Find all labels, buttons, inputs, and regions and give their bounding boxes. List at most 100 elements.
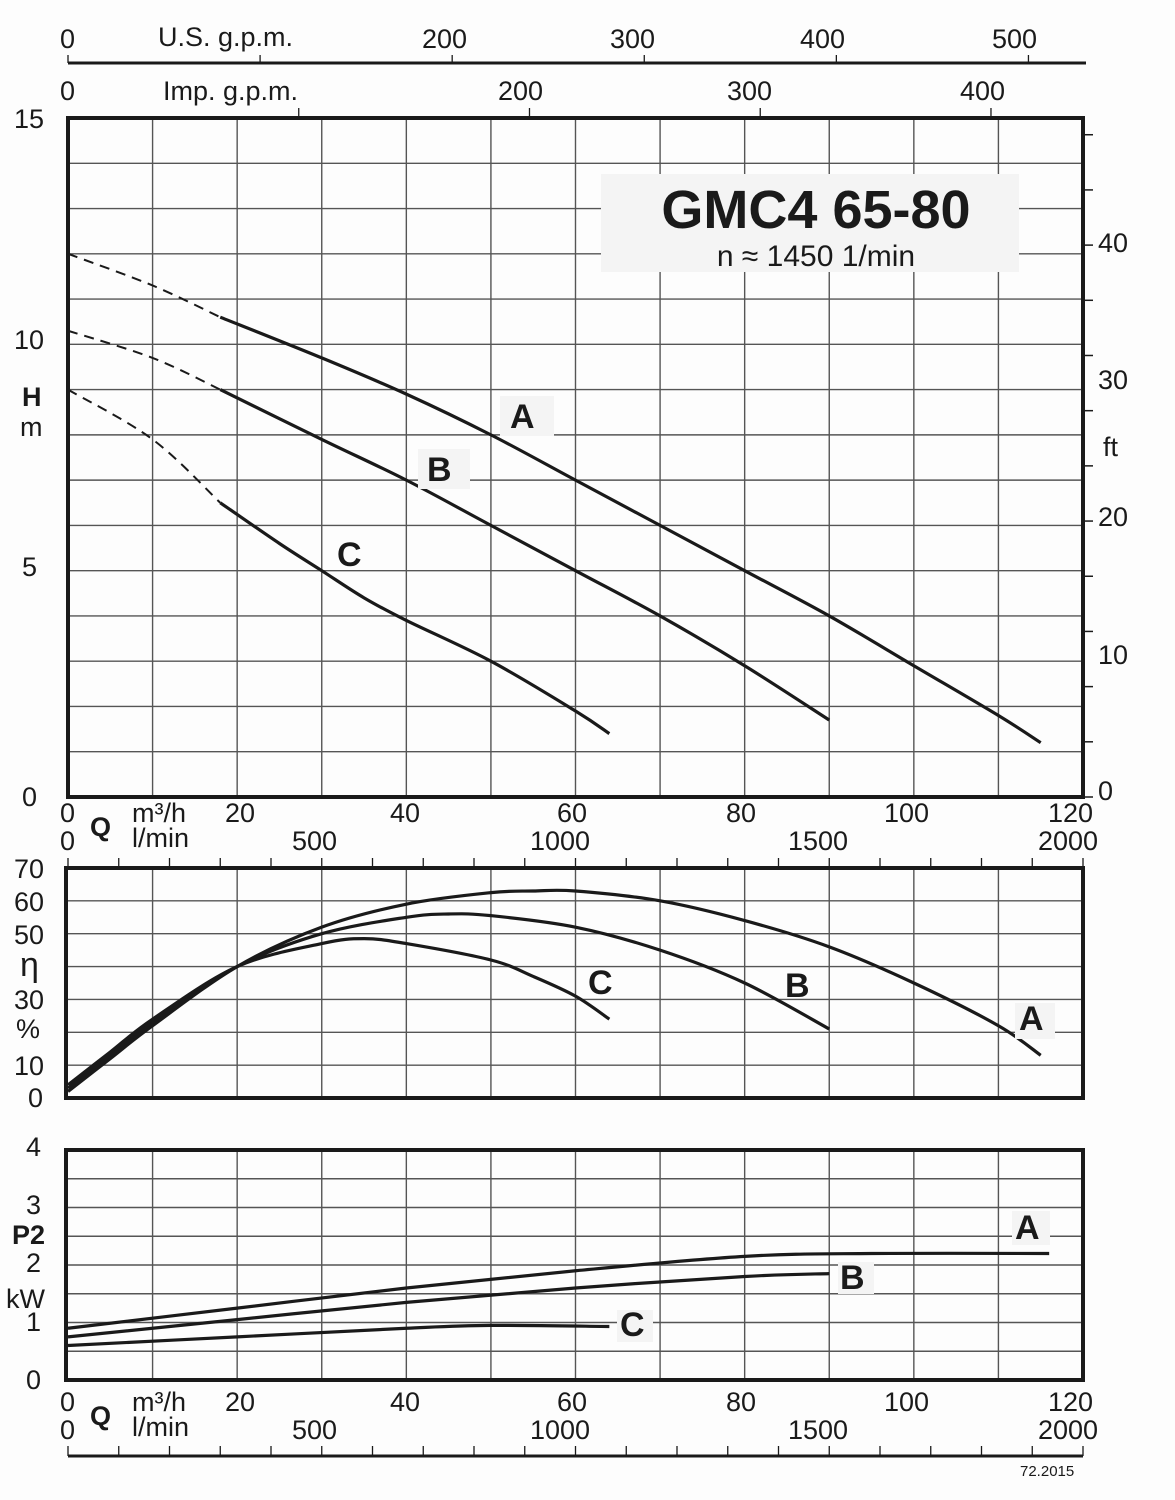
ft-label: ft xyxy=(1103,432,1119,462)
curve-b xyxy=(67,912,831,1090)
eff-tick-70: 70 xyxy=(14,854,44,884)
eff-tick-0: 0 xyxy=(28,1083,43,1113)
q-tick: 40 xyxy=(390,798,420,828)
q-lmin-tick: 0 xyxy=(60,1415,75,1445)
title-box xyxy=(601,174,1019,272)
us-gpm-label: U.S. g.p.m. xyxy=(158,22,293,52)
us-gpm-tick-400: 400 xyxy=(800,24,845,54)
q-lmin-tick: 1000 xyxy=(530,826,590,856)
ft-tick-20: 20 xyxy=(1098,502,1128,532)
q-symbol: Q xyxy=(90,1401,111,1431)
head-panel: 15 10 H m 5 0 40 30 ft 20 10 0 GMC4 65-8… xyxy=(14,104,1128,812)
power-tick-1: 1 xyxy=(26,1307,41,1337)
imp-gpm-label: Imp. g.p.m. xyxy=(163,76,298,106)
head-curve-label-b: B xyxy=(427,451,452,489)
eff-curve-label-a: A xyxy=(1019,1000,1044,1038)
eff-tick-50: 50 xyxy=(14,920,44,950)
ft-tick-10: 10 xyxy=(1098,640,1128,670)
us-gpm-tick-0: 0 xyxy=(60,24,75,54)
curve-b xyxy=(219,388,831,722)
q-tick: 80 xyxy=(726,1387,756,1417)
q-lmin-tick: 1500 xyxy=(788,826,848,856)
q-tick: 100 xyxy=(884,1387,929,1417)
efficiency-panel: 70 60 50 η 30 % 10 0 C B A xyxy=(14,854,1085,1113)
curve-a xyxy=(67,888,1042,1093)
q-lmin-tick: 1000 xyxy=(530,1415,590,1445)
q-tick: 40 xyxy=(390,1387,420,1417)
imp-gpm-tick-0: 0 xyxy=(60,76,75,106)
imp-gpm-tick-400: 400 xyxy=(960,76,1005,106)
head-unit: m xyxy=(20,412,43,442)
power-curve-label-c: C xyxy=(620,1306,645,1344)
us-gpm-tick-200: 200 xyxy=(422,24,467,54)
us-gpm-tick-300: 300 xyxy=(610,24,655,54)
q-lmin-tick: 500 xyxy=(292,826,337,856)
q-tick: 80 xyxy=(726,798,756,828)
head-curve-b-extrapolated xyxy=(67,329,221,391)
head-curve-a-extrapolated xyxy=(67,252,221,319)
curve-c xyxy=(67,1323,610,1348)
footer-code: 72.2015 xyxy=(1020,1463,1074,1480)
q-axis-upper: 0 Q m³/h l/min 0 20 40 60 80 100 120 500… xyxy=(60,798,1098,868)
q-tick: 20 xyxy=(225,1387,255,1417)
head-tick-0: 0 xyxy=(22,782,37,812)
head-symbol: H xyxy=(22,382,42,412)
power-symbol: P2 xyxy=(12,1220,45,1250)
eff-symbol: η xyxy=(20,946,39,984)
q-tick: 120 xyxy=(1048,798,1093,828)
q-unit-lmin: l/min xyxy=(132,823,189,853)
imp-gpm-tick-200: 200 xyxy=(498,76,543,106)
q-unit-m3h: m³/h xyxy=(132,1387,186,1417)
q-lmin-tick: 1500 xyxy=(788,1415,848,1445)
q-symbol: Q xyxy=(90,812,111,842)
curve-a xyxy=(67,1251,1050,1330)
q-tick: 0 xyxy=(60,798,75,828)
power-tick-2: 2 xyxy=(26,1248,41,1278)
power-curve-label-b: B xyxy=(840,1259,865,1297)
q-axis-lower: 0 Q m³/h l/min 0 20 40 60 80 100 120 500… xyxy=(60,1387,1098,1480)
q-lmin-tick: 2000 xyxy=(1038,1415,1098,1445)
curve-c xyxy=(67,937,611,1087)
q-lmin-tick: 2000 xyxy=(1038,826,1098,856)
q-tick: 120 xyxy=(1048,1387,1093,1417)
q-unit-lmin: l/min xyxy=(132,1412,189,1442)
curve-b xyxy=(67,1272,830,1339)
eff-unit: % xyxy=(16,1014,40,1044)
eff-tick-30: 30 xyxy=(14,985,44,1015)
eff-curve-label-b: B xyxy=(785,967,810,1005)
top-axes: 0 U.S. g.p.m. 200 300 400 500 0 Imp. g.p… xyxy=(60,22,1086,118)
ft-tick-40: 40 xyxy=(1098,228,1128,258)
speed-subtitle: n ≈ 1450 1/min xyxy=(717,240,915,273)
curve-a xyxy=(219,315,1042,745)
us-gpm-tick-500: 500 xyxy=(992,24,1037,54)
eff-curve-label-c: C xyxy=(588,964,613,1002)
power-panel: 4 3 P2 2 kW 1 0 A B C xyxy=(6,1132,1085,1395)
q-tick: 60 xyxy=(557,1387,587,1417)
power-tick-4: 4 xyxy=(26,1132,41,1162)
q-tick: 0 xyxy=(60,1387,75,1417)
q-tick: 60 xyxy=(557,798,587,828)
q-unit-m3h: m³/h xyxy=(132,798,186,828)
power-unit: kW xyxy=(6,1284,46,1314)
head-curve-label-c: C xyxy=(337,536,362,574)
ft-tick-30: 30 xyxy=(1098,365,1128,395)
q-tick: 20 xyxy=(225,798,255,828)
ft-tick-0: 0 xyxy=(1098,776,1113,806)
q-lmin-tick: 0 xyxy=(60,826,75,856)
head-curve-label-a: A xyxy=(510,398,535,436)
model-title: GMC4 65-80 xyxy=(661,180,970,240)
head-tick-5: 5 xyxy=(22,552,37,582)
head-tick-10: 10 xyxy=(14,325,44,355)
imp-gpm-tick-300: 300 xyxy=(727,76,772,106)
power-tick-3: 3 xyxy=(26,1190,41,1220)
power-curve-label-a: A xyxy=(1015,1209,1040,1247)
head-curve-c-extrapolated xyxy=(67,388,221,504)
eff-tick-60: 60 xyxy=(14,887,44,917)
power-tick-0: 0 xyxy=(26,1365,41,1395)
q-tick: 100 xyxy=(884,798,929,828)
eff-tick-10: 10 xyxy=(14,1051,44,1081)
q-lmin-tick: 500 xyxy=(292,1415,337,1445)
curve-c xyxy=(219,501,611,735)
head-tick-15: 15 xyxy=(14,104,44,134)
